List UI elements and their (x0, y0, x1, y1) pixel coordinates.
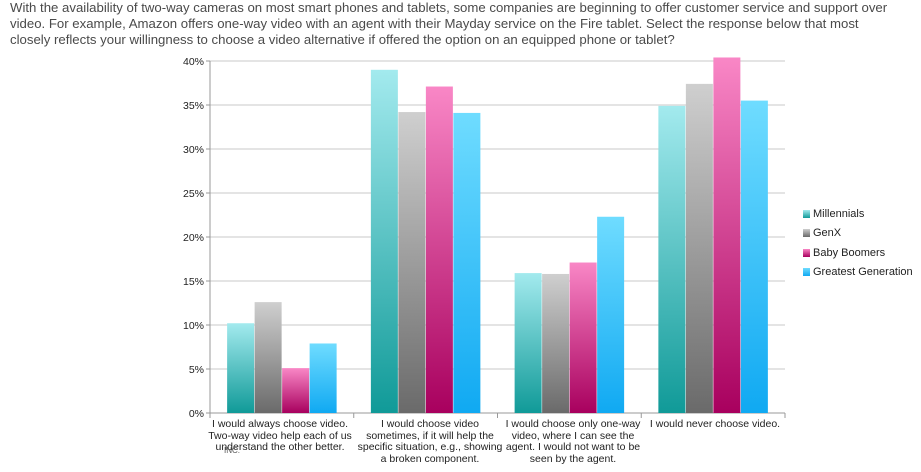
bar-millennials (370, 69, 398, 414)
survey-question: With the availability of two-way cameras… (10, 0, 888, 47)
y-tick-label: 5% (189, 364, 204, 376)
legend-item: Greatest Generation (803, 263, 913, 283)
legend-label: Millennials (813, 207, 865, 220)
bar-millennials (514, 273, 542, 413)
bar-genx (542, 273, 570, 413)
bar-greatest-generation (453, 112, 481, 414)
legend-swatch (803, 248, 810, 257)
y-tick-label: 10% (183, 320, 204, 332)
legend-label: Baby Boomers (813, 246, 886, 259)
bar-baby-boomers (282, 368, 310, 413)
legend-item: Millennials (803, 204, 913, 224)
y-tick-label: 40% (183, 56, 204, 68)
bar-millennials (658, 105, 686, 413)
bar-genx (254, 302, 282, 413)
bar-greatest-generation (740, 100, 768, 413)
bar-baby-boomers (425, 86, 453, 414)
y-tick-label: 20% (183, 232, 204, 244)
x-category-label: I would choose only one-way video, where… (505, 418, 641, 465)
legend-label: Greatest Generation (813, 266, 913, 279)
chart-legend: Millennials GenX Baby Boomers Greatest Gene… (803, 204, 913, 282)
bar-genx (398, 112, 426, 413)
bar-genx (685, 83, 713, 413)
legend-swatch (803, 209, 810, 218)
bar-greatest-generation (309, 343, 337, 413)
y-tick-label: 35% (183, 100, 204, 112)
legend-swatch (803, 229, 810, 238)
y-tick-label: 30% (183, 144, 204, 156)
legend-label: GenX (813, 227, 842, 240)
x-category-label: I would always choose video. Two-way vid… (208, 418, 352, 453)
x-category-label: I would choose video sometimes, if it wi… (357, 418, 503, 465)
bar-millennials (227, 323, 255, 413)
y-tick-label: 25% (183, 188, 204, 200)
y-tick-label: 0% (189, 408, 204, 420)
bar-baby-boomers (713, 57, 741, 413)
x-category-label: I would never choose video. (649, 418, 781, 430)
legend-item: Baby Boomers (803, 243, 913, 263)
bar-baby-boomers (569, 262, 597, 413)
stray-text: INC. (224, 446, 240, 455)
bar-greatest-generation (597, 216, 625, 413)
legend-item: GenX (803, 224, 913, 244)
y-tick-label: 15% (183, 276, 204, 288)
legend-swatch (803, 268, 810, 277)
